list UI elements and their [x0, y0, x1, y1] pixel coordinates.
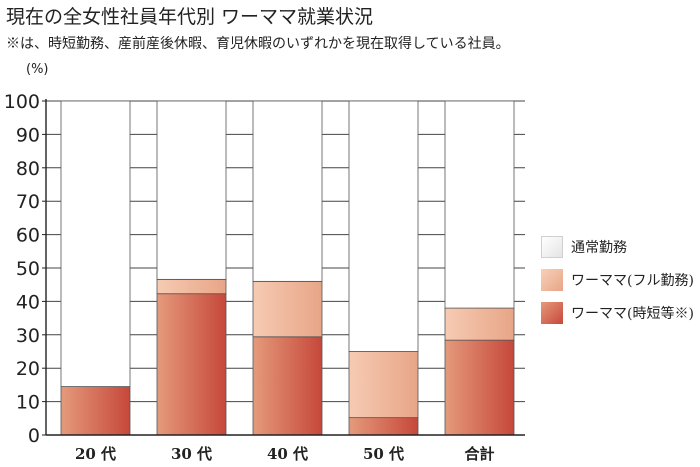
y-tick-label-50: 50	[16, 258, 40, 280]
bar-short-0	[60, 386, 131, 436]
x-category-label-2: 40 代	[267, 445, 308, 463]
chart-subtitle: ※は、時短勤務、産前産後休暇、育児休暇のいずれかを現在取得している社員。	[6, 36, 510, 52]
x-category-label-0: 20 代	[75, 445, 116, 463]
bar-short-3	[348, 417, 419, 436]
legend-item-full: ワーママ(フル勤務)	[541, 269, 694, 291]
bar-short-4	[444, 339, 515, 436]
y-tick-label-60: 60	[16, 225, 40, 247]
legend-item-normal: 通常勤務	[541, 236, 694, 258]
y-tick-label-80: 80	[16, 158, 40, 180]
legend-item-short: ワーママ(時短等※)	[541, 302, 694, 324]
legend-label-full: ワーママ(フル勤務)	[571, 273, 694, 289]
chart-title: 現在の全女性社員年代別 ワーママ就業状況	[6, 6, 374, 28]
legend-swatch-full	[541, 269, 563, 291]
bar-full-4	[444, 307, 515, 341]
axes: 0 10 20 30 40 50 60 70 80 90 100 20 代 30 代 40 代 50 代 合計	[4, 91, 525, 463]
x-category-label-1: 30 代	[171, 445, 212, 463]
bar-short-1	[156, 293, 227, 436]
bar-normal-1	[156, 100, 227, 280]
y-tick-label-0: 0	[28, 425, 40, 447]
bar-full-1	[156, 278, 227, 295]
legend-swatch-normal	[541, 236, 563, 258]
y-axis-unit: (%)	[26, 62, 49, 77]
x-category-label-3: 50 代	[363, 445, 404, 463]
legend-label-short: ワーママ(時短等※)	[571, 306, 694, 322]
bar-normal-0	[60, 100, 131, 387]
y-tick-label-20: 20	[16, 358, 40, 380]
y-tick-label-90: 90	[16, 124, 40, 146]
bar-normal-3	[348, 100, 419, 352]
y-tick-label-10: 10	[16, 392, 40, 414]
y-tick-label-40: 40	[16, 291, 40, 313]
bar-normal-2	[252, 100, 323, 282]
y-tick-label-100: 100	[4, 91, 40, 113]
bar-full-3	[348, 351, 419, 419]
bar-short-2	[252, 336, 323, 436]
legend-swatch-short	[541, 302, 563, 324]
bar-full-2	[252, 280, 323, 338]
y-tick-label-30: 30	[16, 325, 40, 347]
y-tick-label-70: 70	[16, 191, 40, 213]
bar-normal-4	[444, 100, 515, 309]
legend-label-normal: 通常勤務	[571, 240, 627, 256]
x-category-label-4: 合計	[463, 445, 494, 463]
legend: 通常勤務 ワーママ(フル勤務) ワーママ(時短等※)	[541, 236, 694, 335]
bars	[60, 100, 515, 436]
